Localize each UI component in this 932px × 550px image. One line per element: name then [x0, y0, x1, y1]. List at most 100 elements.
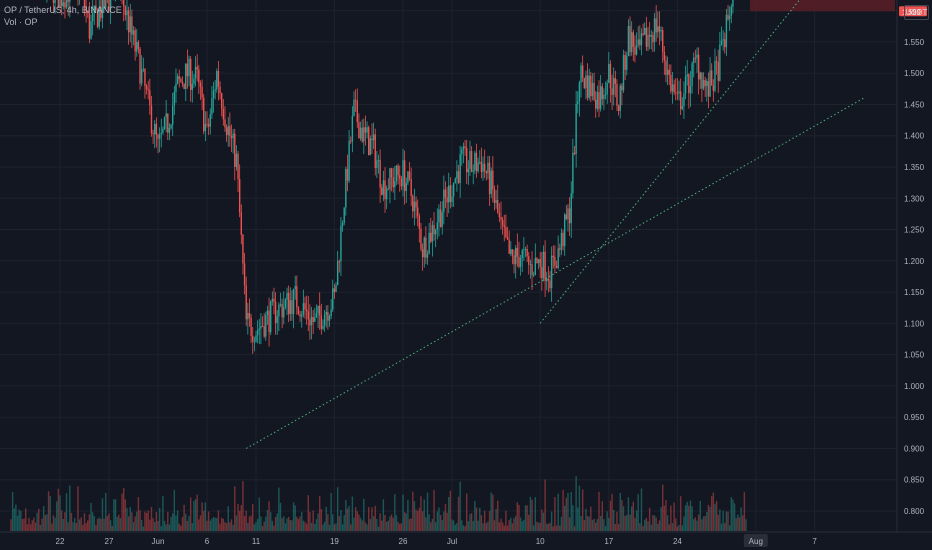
candle-body [384, 180, 386, 200]
volume-bar [479, 507, 481, 531]
candle-body [555, 265, 558, 269]
volume-bar [537, 522, 540, 531]
candle-body [570, 193, 572, 224]
volume-bar [720, 523, 723, 531]
candle-body [199, 82, 202, 87]
candle-body [103, 0, 105, 8]
candle-body [194, 66, 197, 79]
volume-bar [457, 496, 460, 531]
volume-bar [374, 505, 376, 531]
volume-bar [119, 518, 122, 531]
volume-bar [39, 524, 42, 531]
candle-body [696, 54, 698, 59]
volume-bar [611, 493, 613, 531]
candle-body [707, 80, 710, 97]
volume-bar [103, 518, 105, 531]
volume-bar [325, 506, 327, 531]
volume-bar [493, 520, 496, 531]
candle-body [541, 266, 543, 279]
candle-body [452, 182, 455, 197]
price-badge-label: 1.599 [902, 7, 921, 16]
volume-legend: Vol · OP [4, 17, 38, 27]
candle-body [683, 93, 685, 107]
candle-body [242, 234, 244, 264]
candle-body [640, 33, 643, 46]
volume-bar [634, 517, 636, 531]
candle-body [276, 316, 278, 323]
candle-body [613, 78, 615, 95]
volume-bar [16, 515, 19, 531]
candle-body [96, 9, 99, 27]
candle-body [665, 60, 667, 75]
candle-body [637, 39, 639, 45]
volume-bar [523, 519, 525, 531]
volume-bar [21, 519, 24, 531]
candle-body [149, 90, 151, 106]
volume-bar [694, 517, 697, 531]
volume-bar [629, 514, 631, 531]
volume-bar [511, 523, 514, 531]
candle-body [134, 30, 136, 52]
candle-body [498, 212, 501, 218]
volume-bar [88, 514, 91, 531]
volume-bar [327, 514, 329, 531]
time-tick-label: 10 [536, 537, 545, 546]
volume-bar [577, 507, 579, 531]
volume-bar [60, 510, 63, 531]
volume-bar [483, 510, 486, 531]
candle-body [385, 188, 388, 200]
volume-bar [364, 522, 367, 531]
volume-bar [472, 521, 474, 531]
volume-bar [297, 519, 300, 531]
volume-bar [498, 522, 501, 531]
candle-body [474, 152, 476, 171]
volume-bar [274, 516, 277, 531]
candle-body [725, 14, 728, 48]
candle-body [676, 92, 679, 94]
candle-body [69, 0, 71, 2]
volume-bar [684, 505, 687, 531]
volume-bar [637, 494, 639, 531]
volume-bar [346, 508, 349, 531]
candle-body [162, 128, 164, 133]
volume-bar [299, 516, 301, 531]
candle-body [327, 311, 329, 321]
candle-body [230, 135, 233, 139]
volume-bar [515, 515, 517, 531]
candle-body [642, 33, 644, 35]
currency-button[interactable]: USDT [904, 5, 929, 20]
candle-body [469, 151, 471, 169]
candle-body [681, 106, 683, 110]
volume-bar [376, 518, 378, 531]
candle-body [127, 10, 130, 33]
volume-bar [167, 511, 169, 531]
candle-body [604, 94, 607, 96]
candle-body [168, 128, 171, 133]
candle-body [392, 177, 394, 188]
candle-body [547, 278, 550, 281]
candle-body [619, 85, 621, 111]
volume-bar [111, 525, 113, 531]
candle-body [140, 69, 143, 84]
candle-body [252, 335, 254, 342]
volume-bar [176, 510, 179, 531]
candle-body [224, 119, 226, 128]
volume-bar [330, 492, 332, 531]
time-tick-label: 11 [252, 537, 261, 546]
volume-bar [328, 524, 331, 531]
candle-body [693, 57, 695, 64]
volume-bar [616, 511, 618, 531]
candle-body [671, 84, 674, 92]
volume-bar [719, 509, 721, 531]
candle-body [546, 278, 548, 282]
volume-bar [23, 518, 25, 531]
candle-body [260, 326, 262, 329]
candle-body [666, 69, 669, 75]
candle-body [395, 165, 398, 182]
candle-body [630, 32, 633, 53]
price-badge [899, 6, 927, 17]
volume-bar [127, 516, 130, 531]
volume-bar [323, 521, 326, 531]
candle-body [368, 127, 370, 156]
